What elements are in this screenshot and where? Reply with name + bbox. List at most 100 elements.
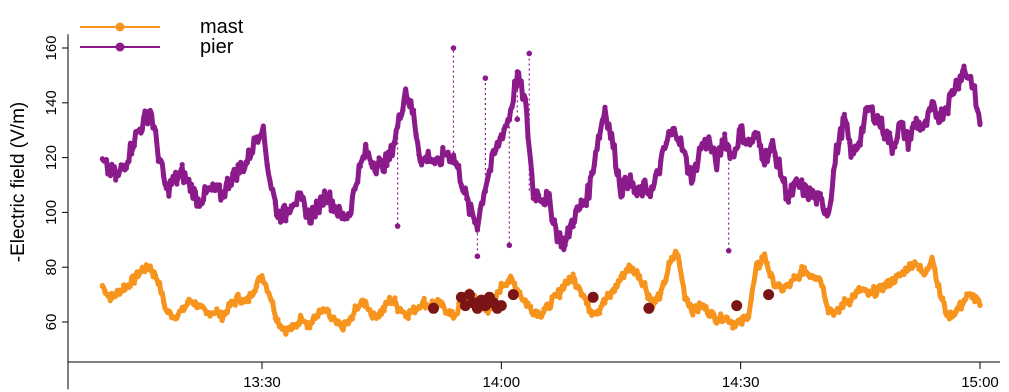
data-point-pier [687, 165, 693, 171]
data-point-pier [511, 78, 518, 84]
data-point-mast [900, 271, 906, 277]
data-point-pier [416, 152, 422, 158]
data-point-pier [974, 106, 980, 112]
highlight-point [463, 289, 475, 301]
data-point-mast [977, 302, 983, 308]
data-point-pier [458, 183, 464, 189]
data-point-mast [232, 302, 238, 308]
data-point-pier [847, 140, 853, 146]
data-point-mast [663, 277, 669, 283]
data-point-mast [658, 290, 664, 296]
data-point-pier [400, 107, 406, 113]
data-point-pier [719, 137, 725, 143]
data-point-mast [817, 278, 824, 284]
data-point-mast [453, 311, 459, 317]
data-point-pier [376, 155, 382, 161]
data-point-pier [793, 177, 800, 183]
data-point-pier [836, 140, 842, 146]
data-point-mast [660, 282, 667, 288]
data-point-mast [496, 289, 502, 295]
data-point-mast [708, 308, 715, 314]
data-point-pier [668, 132, 675, 138]
data-point-pier [286, 209, 292, 215]
data-point-pier [730, 150, 736, 156]
data-point-mast [581, 294, 587, 300]
data-point-mast [823, 299, 829, 305]
data-point-mast [828, 306, 834, 313]
data-point-mast [275, 316, 281, 323]
data-point-pier [280, 205, 286, 211]
data-point-pier [259, 129, 265, 135]
data-point-pier [174, 181, 180, 187]
data-point-pier [389, 152, 395, 158]
data-point-pier [248, 151, 254, 157]
data-point-mast [597, 310, 603, 316]
data-point-mast [440, 303, 446, 309]
data-point-pier [371, 160, 377, 166]
data-point-pier [440, 144, 446, 151]
data-point-mast [836, 309, 842, 315]
data-point-pier [514, 69, 520, 75]
data-point-mast [974, 295, 980, 301]
data-point-pier [929, 101, 935, 107]
data-point-mast [666, 259, 672, 265]
data-point-pier [325, 197, 332, 203]
data-point-pier [392, 140, 398, 146]
data-point-pier [940, 116, 946, 122]
data-point-mast [307, 325, 313, 331]
data-point-pier [594, 145, 600, 151]
data-point-pier [480, 199, 486, 205]
data-point-pier [195, 196, 201, 202]
data-point-pier [711, 148, 717, 154]
data-point-mast [363, 299, 369, 305]
data-point-pier [817, 191, 824, 197]
y-axis: 60 80 100 120 140 160 [43, 34, 69, 390]
data-point-mast [161, 299, 167, 305]
data-point-pier [533, 198, 539, 204]
data-point-pier [464, 196, 470, 202]
data-point-pier [493, 147, 499, 153]
data-point-pier [307, 220, 313, 226]
data-point-pier [602, 104, 608, 110]
data-point-mast [222, 312, 228, 318]
data-point-mast [756, 265, 762, 271]
data-point-pier [958, 76, 965, 82]
data-point-mast [615, 278, 621, 284]
data-point-mast [634, 268, 640, 274]
spike-point-pier [482, 75, 489, 81]
data-point-mast [711, 312, 717, 318]
data-point-mast [557, 295, 563, 301]
data-point-mast [192, 299, 199, 305]
data-point-mast [528, 303, 534, 309]
data-point-mast [575, 283, 582, 289]
data-point-pier [716, 145, 723, 151]
data-point-pier [966, 75, 973, 81]
data-point-pier [347, 210, 353, 216]
data-point-pier [304, 211, 310, 217]
data-point-mast [131, 280, 137, 286]
data-point-pier [270, 186, 276, 192]
data-point-mast [126, 284, 132, 290]
data-point-pier [950, 90, 957, 96]
data-point-pier [887, 130, 893, 136]
data-point-pier [309, 204, 316, 210]
data-point-pier [179, 162, 185, 168]
data-point-mast [732, 323, 738, 329]
data-point-pier [437, 162, 443, 168]
data-point-pier [126, 158, 132, 164]
data-point-mast [778, 283, 784, 289]
y-tick-label: 160 [43, 35, 60, 60]
data-point-mast [381, 308, 387, 314]
data-point-mast [913, 261, 919, 267]
data-point-pier [352, 186, 358, 192]
data-point-pier [703, 146, 709, 152]
highlight-point [428, 302, 439, 314]
data-point-pier [724, 144, 731, 150]
data-point-mast [801, 265, 808, 271]
y-tick-label: 60 [43, 314, 60, 331]
data-point-pier [857, 142, 863, 148]
data-point-mast [586, 309, 592, 315]
spike-point-pier [725, 247, 732, 254]
data-point-pier [844, 121, 850, 127]
